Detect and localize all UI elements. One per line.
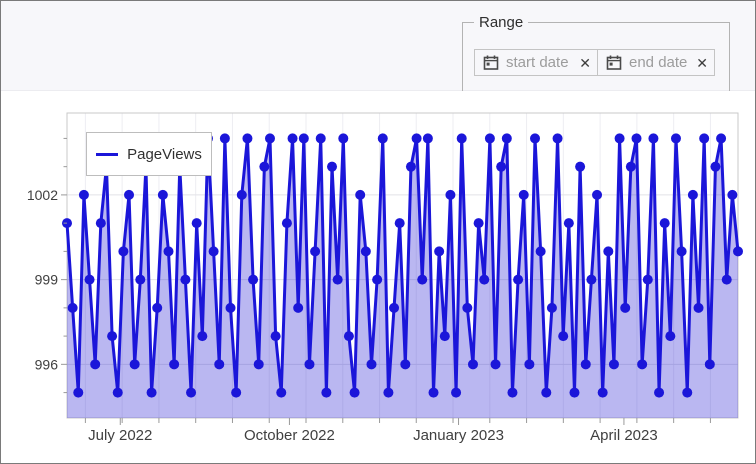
x-axis-tick-label: July 2022 <box>88 427 152 444</box>
start-date-placeholder: start date <box>506 54 569 71</box>
calendar-icon[interactable] <box>483 55 499 71</box>
y-axis-tick-label: 1002 <box>27 187 58 203</box>
top-toolbar: Range start date ✕ <box>1 1 755 93</box>
start-date-clear-icon[interactable]: ✕ <box>579 54 591 71</box>
x-axis: July 2022 October 2022 January 2023 April 2… <box>84 418 711 444</box>
date-fields-row: start date ✕ end date ✕ <box>474 49 715 76</box>
start-date-field[interactable]: start date ✕ <box>474 49 598 76</box>
x-axis-tick-label: January 2023 <box>413 427 504 444</box>
series-markers <box>62 133 743 398</box>
pageviews-chart: 996 999 1002 July 2022 October 2022 January 2… <box>27 112 743 444</box>
y-axis-tick-label: 999 <box>35 272 59 288</box>
series-area-fill <box>67 138 738 418</box>
end-date-placeholder: end date <box>629 54 688 71</box>
chart-panel: 996 999 1002 July 2022 October 2022 January 2… <box>1 91 755 463</box>
plot-border <box>66 112 739 419</box>
chart-legend: PageViews <box>86 132 212 176</box>
range-groupbox: Range start date ✕ <box>462 14 730 93</box>
end-date-clear-icon[interactable]: ✕ <box>696 54 708 71</box>
legend-series-label: PageViews <box>127 145 202 163</box>
y-axis-tick-label: 996 <box>35 356 59 372</box>
calendar-icon[interactable] <box>606 55 622 71</box>
y-axis: 996 999 1002 <box>27 137 67 394</box>
x-axis-tick-label: April 2023 <box>590 427 658 444</box>
end-date-field[interactable]: end date ✕ <box>597 49 715 76</box>
legend-line-swatch <box>96 152 119 156</box>
x-axis-tick-label: October 2022 <box>244 427 335 444</box>
series-line <box>65 136 740 395</box>
range-groupbox-label: Range <box>474 14 529 31</box>
